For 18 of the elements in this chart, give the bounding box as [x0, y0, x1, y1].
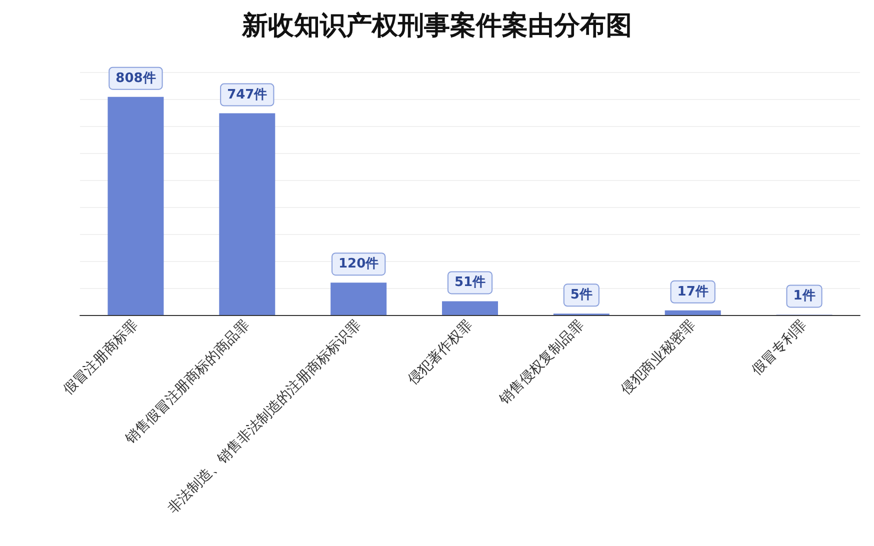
bar	[219, 113, 276, 315]
bar	[330, 282, 387, 315]
data-label: 808件	[116, 70, 156, 86]
bar	[664, 310, 721, 315]
data-label: 747件	[227, 87, 268, 102]
data-label: 17件	[677, 284, 708, 300]
x-tick-label: 侵犯商业秘密罪	[618, 317, 699, 398]
chart-title: 新收知识产权刑事案件案由分布图	[241, 11, 632, 41]
data-label: 5件	[570, 288, 592, 303]
x-tick-label: 侵犯著作权罪	[404, 317, 476, 388]
bar	[108, 96, 164, 315]
data-label: 120件	[338, 256, 379, 272]
x-tick-label: 假冒注册商标罪	[60, 317, 142, 398]
data-label: 51件	[454, 275, 486, 290]
data-label: 1件	[793, 288, 816, 304]
bar	[442, 301, 498, 315]
x-tick-label: 假冒专利罪	[749, 317, 810, 378]
x-tick-label: 销售侵权复制品罪	[496, 317, 588, 409]
